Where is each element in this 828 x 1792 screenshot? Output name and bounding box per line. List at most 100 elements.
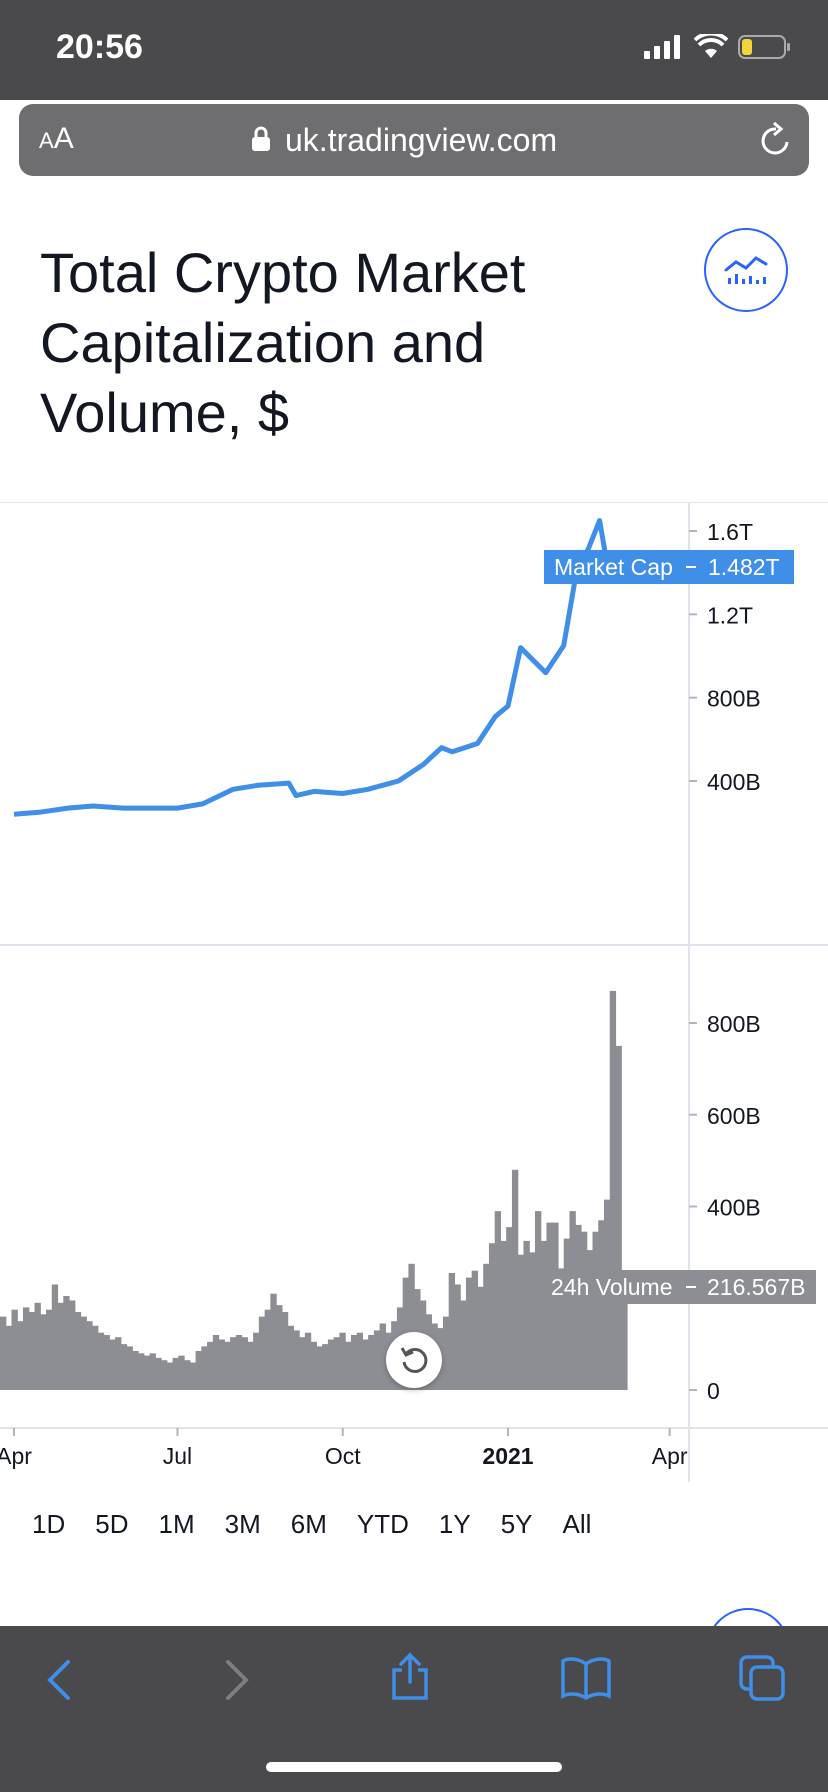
market-cap-tick-label: 400B	[707, 769, 761, 795]
status-time: 20:56	[56, 28, 143, 66]
chart-type-button[interactable]	[704, 228, 788, 312]
volume-bar	[304, 1332, 312, 1390]
time-axis-ticks: Apr Jul Oct 2021 Apr	[0, 1428, 688, 1469]
book-icon[interactable]	[560, 1656, 612, 1700]
volume-bar	[546, 1222, 553, 1390]
volume-axis-ticks: 800B 600B 400B 0	[689, 1011, 761, 1404]
volume-bar	[57, 1302, 64, 1390]
volume-bar	[310, 1341, 317, 1390]
browser-toolbar	[0, 1626, 828, 1792]
market-cap-volume-chart[interactable]: 1.6T 1.2T 800B 400B 800B 600B 400B 0 Apr Jul Oct…	[0, 502, 828, 1482]
market-cap-label-value: 1.482T	[708, 554, 780, 580]
volume-bar	[540, 1240, 548, 1390]
volume-bar	[80, 1316, 87, 1390]
range-1y-button[interactable]: 1Y	[438, 1509, 471, 1539]
volume-bar	[471, 1270, 479, 1390]
range-ytd-button[interactable]: YTD	[356, 1509, 409, 1539]
volume-bar	[0, 1316, 7, 1390]
volume-bar	[270, 1293, 277, 1390]
address-bar[interactable]: AA uk.tradingview.com	[19, 104, 809, 176]
volume-bar	[115, 1337, 122, 1390]
volume-bar	[281, 1312, 289, 1390]
volume-bar	[460, 1300, 467, 1390]
volume-bar	[552, 1222, 559, 1390]
volume-bar	[350, 1335, 358, 1390]
volume-bar	[253, 1332, 260, 1390]
volume-bar	[621, 1290, 628, 1390]
volume-bar	[86, 1321, 93, 1390]
volume-bar	[609, 990, 617, 1390]
volume-bar	[109, 1339, 116, 1390]
volume-bar	[166, 1362, 174, 1390]
volume-bar	[500, 1240, 507, 1390]
volume-bar	[178, 1355, 185, 1390]
volume-bar	[586, 1250, 594, 1390]
volume-bar	[195, 1351, 202, 1390]
market-cap-tick-label: 800B	[707, 686, 761, 712]
volume-bar	[327, 1339, 335, 1390]
volume-bar	[356, 1332, 363, 1390]
range-3m-button[interactable]: 3M	[224, 1509, 261, 1539]
market-cap-line	[13, 518, 627, 817]
time-tick-label: 2021	[482, 1443, 533, 1469]
range-all-button[interactable]: All	[562, 1509, 592, 1539]
range-1d-button[interactable]: 1D	[32, 1509, 66, 1539]
range-5d-button[interactable]: 5D	[95, 1509, 129, 1539]
range-5y-button[interactable]: 5Y	[500, 1509, 533, 1539]
volume-tick-label: 800B	[707, 1011, 761, 1037]
battery-icon	[738, 35, 790, 59]
volume-bar	[138, 1353, 145, 1390]
back-icon[interactable]	[44, 1658, 74, 1702]
volume-label-value: 216.567B	[707, 1274, 805, 1300]
volume-bar	[23, 1307, 30, 1390]
volume-bar	[615, 1045, 622, 1390]
volume-label-name: 24h Volume	[551, 1274, 672, 1300]
volume-bar	[477, 1286, 484, 1390]
volume-bar	[465, 1277, 473, 1390]
volume-bar	[511, 1169, 519, 1390]
volume-bar	[11, 1309, 18, 1390]
volume-bar	[534, 1211, 542, 1390]
reset-chart-button[interactable]	[386, 1332, 442, 1388]
volume-bar	[201, 1346, 208, 1390]
volume-bar	[557, 1268, 565, 1390]
volume-bar	[287, 1325, 294, 1390]
volume-bar	[74, 1312, 82, 1390]
volume-bar	[258, 1316, 266, 1390]
forward-icon[interactable]	[222, 1658, 252, 1702]
market-cap-tick-label: 1.6T	[707, 519, 753, 545]
chart-line-icon	[724, 256, 768, 284]
volume-bar	[333, 1337, 340, 1390]
volume-tick-label: 0	[707, 1378, 720, 1404]
reload-icon[interactable]	[759, 122, 793, 158]
volume-bar	[161, 1360, 168, 1390]
volume-last-label: 24h Volume 216.567B	[544, 1270, 816, 1304]
volume-bar	[264, 1309, 271, 1390]
volume-bar	[126, 1346, 133, 1390]
reader-text-size-button[interactable]: AA	[39, 122, 74, 155]
time-tick-label: Apr	[652, 1443, 688, 1469]
range-1m-button[interactable]: 1M	[158, 1509, 195, 1539]
range-6m-button[interactable]: 6M	[290, 1509, 327, 1539]
wifi-icon	[694, 34, 728, 58]
url-text[interactable]: uk.tradingview.com	[285, 122, 558, 158]
volume-bar	[345, 1341, 352, 1390]
volume-bar	[276, 1305, 283, 1390]
share-icon[interactable]	[388, 1652, 432, 1702]
tabs-icon[interactable]	[738, 1654, 786, 1702]
volume-bar	[494, 1211, 502, 1390]
volume-bar	[506, 1227, 513, 1390]
volume-bar	[97, 1332, 105, 1390]
volume-bar	[483, 1263, 490, 1390]
volume-bar	[517, 1254, 525, 1390]
home-indicator	[266, 1762, 562, 1772]
volume-bar	[316, 1346, 323, 1390]
volume-bar	[322, 1344, 329, 1390]
volume-bar	[563, 1238, 571, 1390]
market-cap-last-label: Market Cap 1.482T	[544, 550, 794, 584]
volume-bar	[218, 1339, 225, 1390]
status-icons	[644, 34, 792, 60]
volume-bar	[247, 1341, 254, 1390]
volume-bar	[46, 1309, 53, 1390]
volume-bar	[299, 1337, 306, 1390]
